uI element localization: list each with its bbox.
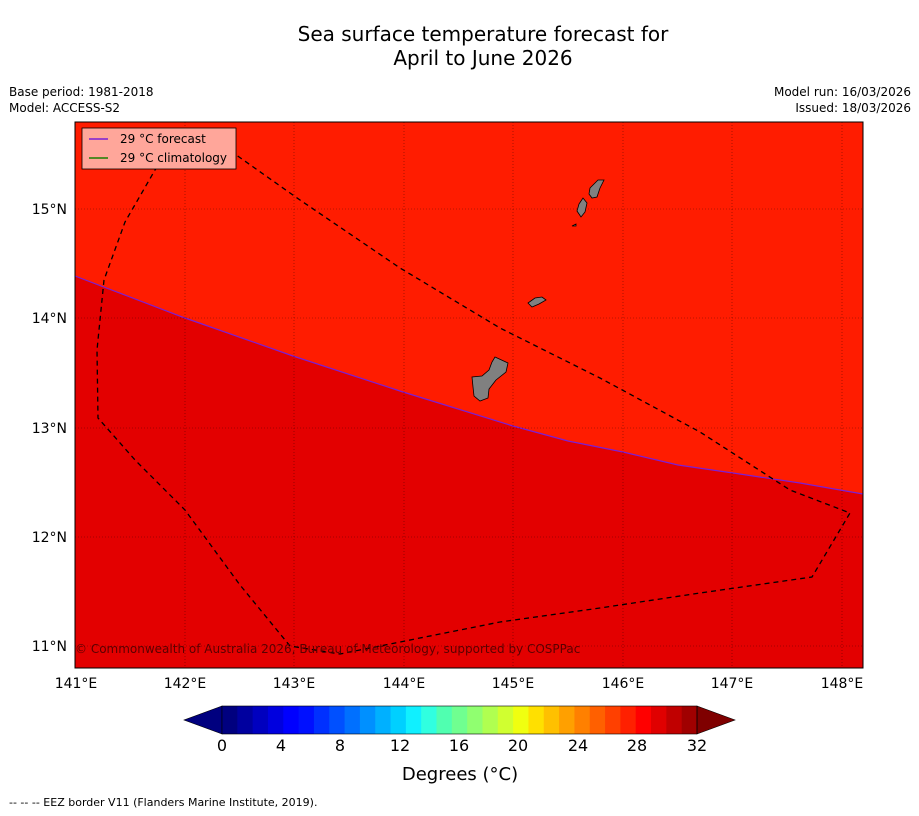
y-axis-ticks: 15°N 14°N 13°N 12°N 11°N — [32, 202, 67, 655]
colorbar-tick: 32 — [687, 736, 707, 755]
base-period: Base period: 1981-2018 — [9, 85, 154, 99]
colorbar-segment — [543, 706, 560, 734]
colorbar-segment — [559, 706, 575, 734]
footnote: -- -- -- EEZ border V11 (Flanders Marine… — [9, 796, 318, 809]
colorbar-segment — [222, 706, 238, 734]
x-tick: 145°E — [492, 676, 535, 692]
title-line-2: April to June 2026 — [393, 46, 573, 70]
colorbar-segment — [344, 706, 361, 734]
map-legend: 29 °C forecast 29 °C climatology — [81, 127, 237, 170]
x-tick: 146°E — [602, 676, 645, 692]
x-tick: 143°E — [273, 676, 316, 692]
colorbar-segment — [513, 706, 529, 734]
colorbar-segment — [298, 706, 315, 734]
colorbar-segment — [651, 706, 667, 734]
colorbar-segment — [528, 706, 545, 734]
colorbar-tick: 4 — [276, 736, 286, 755]
colorbar-segment — [681, 706, 698, 734]
y-tick: 12°N — [32, 530, 67, 546]
copyright-text: © Commonwealth of Australia 2026, Bureau… — [75, 642, 580, 656]
x-axis-ticks: 141°E 142°E 143°E 144°E 145°E 146°E 147°… — [55, 676, 864, 692]
colorbar-segment — [482, 706, 499, 734]
map-frame — [74, 121, 864, 669]
colorbar-over-arrow — [696, 705, 736, 735]
tinian-island — [576, 197, 588, 218]
colorbar-segment — [313, 706, 330, 734]
y-tick: 11°N — [32, 639, 67, 655]
legend-climatology-label: 29 °C climatology — [120, 151, 227, 165]
colorbar-frame — [221, 705, 698, 735]
x-tick: 141°E — [55, 676, 98, 692]
rota-island — [527, 296, 547, 308]
colorbar-segment — [375, 706, 392, 734]
colorbar-segment — [237, 706, 254, 734]
colorbar-segment — [436, 706, 453, 734]
y-tick: 13°N — [32, 421, 67, 437]
saipan-island — [588, 179, 605, 199]
model-run: Model run: 16/03/2026 — [773, 85, 911, 99]
forecast-contour-line — [75, 275, 863, 495]
colorbar-segment — [497, 706, 514, 734]
eez-border — [96, 135, 851, 655]
colorbar-segment — [267, 706, 284, 734]
x-tick: 142°E — [164, 676, 207, 692]
colorbar-segment — [605, 706, 621, 734]
colorbar-segment — [635, 706, 652, 734]
colorbar — [183, 705, 736, 735]
y-tick: 14°N — [32, 311, 67, 327]
x-tick: 147°E — [711, 676, 754, 692]
colorbar-ticks: 0 4 8 12 16 20 24 28 32 — [217, 736, 707, 755]
colorbar-tick: 16 — [449, 736, 469, 755]
colorbar-tick: 0 — [217, 736, 227, 755]
colorbar-segment — [620, 706, 637, 734]
issued-date: Issued: 18/03/2026 — [795, 101, 911, 115]
guam-island — [471, 356, 509, 402]
y-tick: 15°N — [32, 202, 67, 218]
title-line-1: Sea surface temperature forecast for — [297, 22, 669, 46]
colorbar-segment — [421, 706, 438, 734]
colorbar-label: Degrees (°C) — [402, 764, 518, 785]
colorbar-tick: 20 — [508, 736, 528, 755]
colorbar-segment — [390, 706, 407, 734]
meta-right: Model run: 16/03/2026 Issued: 18/03/2026 — [774, 84, 911, 116]
x-tick: 148°E — [821, 676, 864, 692]
map-area: © Commonwealth of Australia 2026, Bureau… — [75, 122, 863, 668]
x-tick: 144°E — [383, 676, 426, 692]
aguijan-island — [571, 223, 577, 227]
colorbar-tick: 28 — [627, 736, 647, 755]
colorbar-segment — [405, 706, 422, 734]
model-name: Model: ACCESS-S2 — [9, 101, 121, 115]
colorbar-segment — [359, 706, 376, 734]
colorbar-segment — [666, 706, 683, 734]
meta-left: Base period: 1981-2018 Model: ACCESS-S2 — [9, 84, 154, 116]
colorbar-segment — [252, 706, 269, 734]
sst-region-south — [75, 276, 863, 668]
grid-lines — [75, 122, 863, 668]
colorbar-tick: 12 — [390, 736, 410, 755]
chart-title: Sea surface temperature forecast for Apr… — [0, 22, 919, 70]
colorbar-under-arrow — [183, 705, 223, 735]
colorbar-tick: 24 — [568, 736, 588, 755]
colorbar-segment — [574, 706, 591, 734]
colorbar-segment — [329, 706, 346, 734]
colorbar-segment — [589, 706, 606, 734]
colorbar-segment — [283, 706, 300, 734]
legend-forecast-label: 29 °C forecast — [120, 132, 206, 146]
colorbar-tick: 8 — [335, 736, 345, 755]
colorbar-segment — [467, 706, 483, 734]
colorbar-segment — [451, 706, 468, 734]
